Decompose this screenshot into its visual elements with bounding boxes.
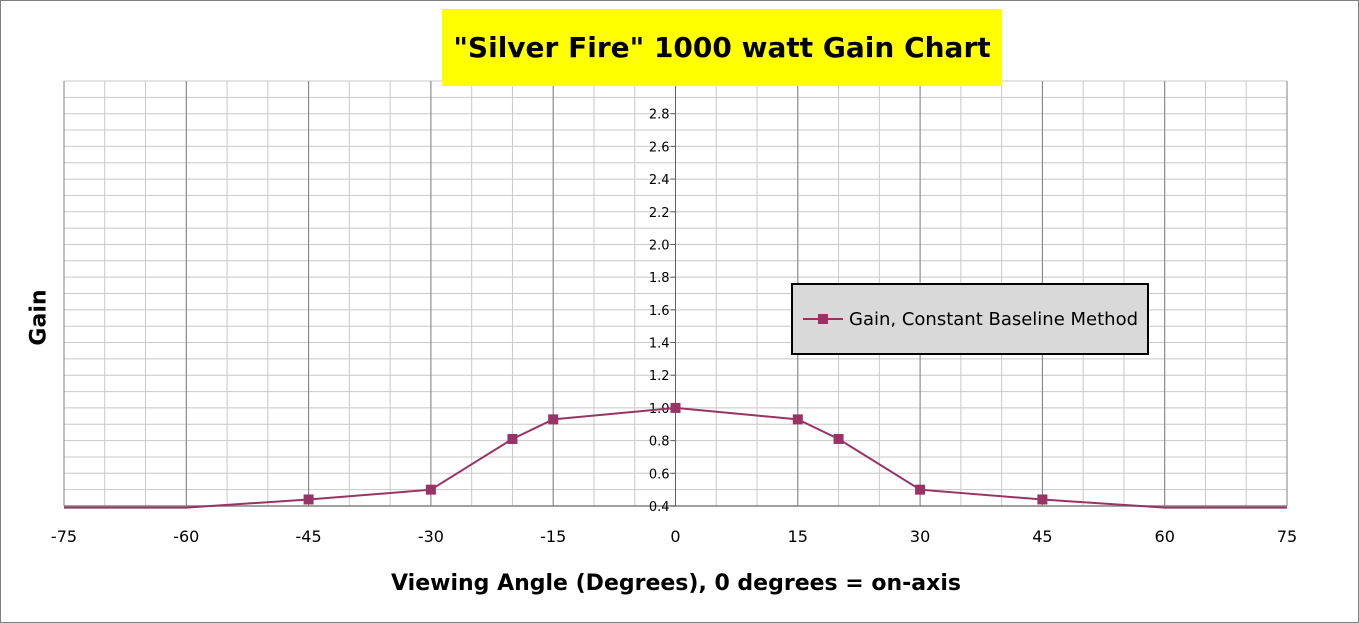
data-point [670, 402, 681, 413]
y-tick-label: 2.2 [649, 206, 670, 221]
x-tick-label: 45 [1032, 527, 1052, 546]
y-tick-label: 2.0 [649, 238, 670, 253]
y-tick-label: 2.6 [649, 140, 670, 155]
x-tick-label: -15 [540, 527, 566, 546]
y-tick-label: 0.8 [649, 435, 670, 450]
x-tick-label: -60 [173, 527, 199, 546]
legend: Gain, Constant Baseline Method [791, 283, 1149, 355]
y-tick-label: 1.6 [649, 304, 670, 319]
x-tick-label: 75 [1277, 527, 1297, 546]
y-tick-label: 0.4 [649, 500, 670, 515]
x-tick-label: 60 [1155, 527, 1175, 546]
x-tick-label: 15 [788, 527, 808, 546]
legend-entry: Gain, Constant Baseline Method [849, 308, 1139, 330]
y-tick-label: 1.4 [649, 337, 670, 352]
data-point [1037, 494, 1048, 505]
data-point [915, 484, 926, 495]
x-axis-label: Viewing Angle (Degrees), 0 degrees = on-… [391, 571, 961, 596]
x-tick-label: -30 [418, 527, 444, 546]
y-axis-label: Gain [26, 289, 52, 346]
x-tick-label: 0 [670, 527, 680, 546]
y-tick-label: 0.6 [649, 467, 670, 482]
data-point [425, 484, 436, 495]
y-tick-label: 2.4 [649, 173, 670, 188]
y-tick-label: 1.8 [649, 271, 670, 286]
chart-title: "Silver Fire" 1000 watt Gain Chart [453, 31, 991, 64]
x-tick-label: -45 [296, 527, 322, 546]
data-point [792, 414, 803, 425]
data-point [833, 433, 844, 444]
data-point [507, 433, 518, 444]
x-tick-label: 30 [910, 527, 930, 546]
x-tick-label: -75 [51, 527, 77, 546]
y-tick-label: 2.8 [649, 108, 670, 123]
y-tick-label: 1.2 [649, 369, 670, 384]
chart-title-box: "Silver Fire" 1000 watt Gain Chart [442, 9, 1002, 86]
legend-marker [803, 309, 843, 329]
data-point [303, 494, 314, 505]
data-point [548, 414, 559, 425]
